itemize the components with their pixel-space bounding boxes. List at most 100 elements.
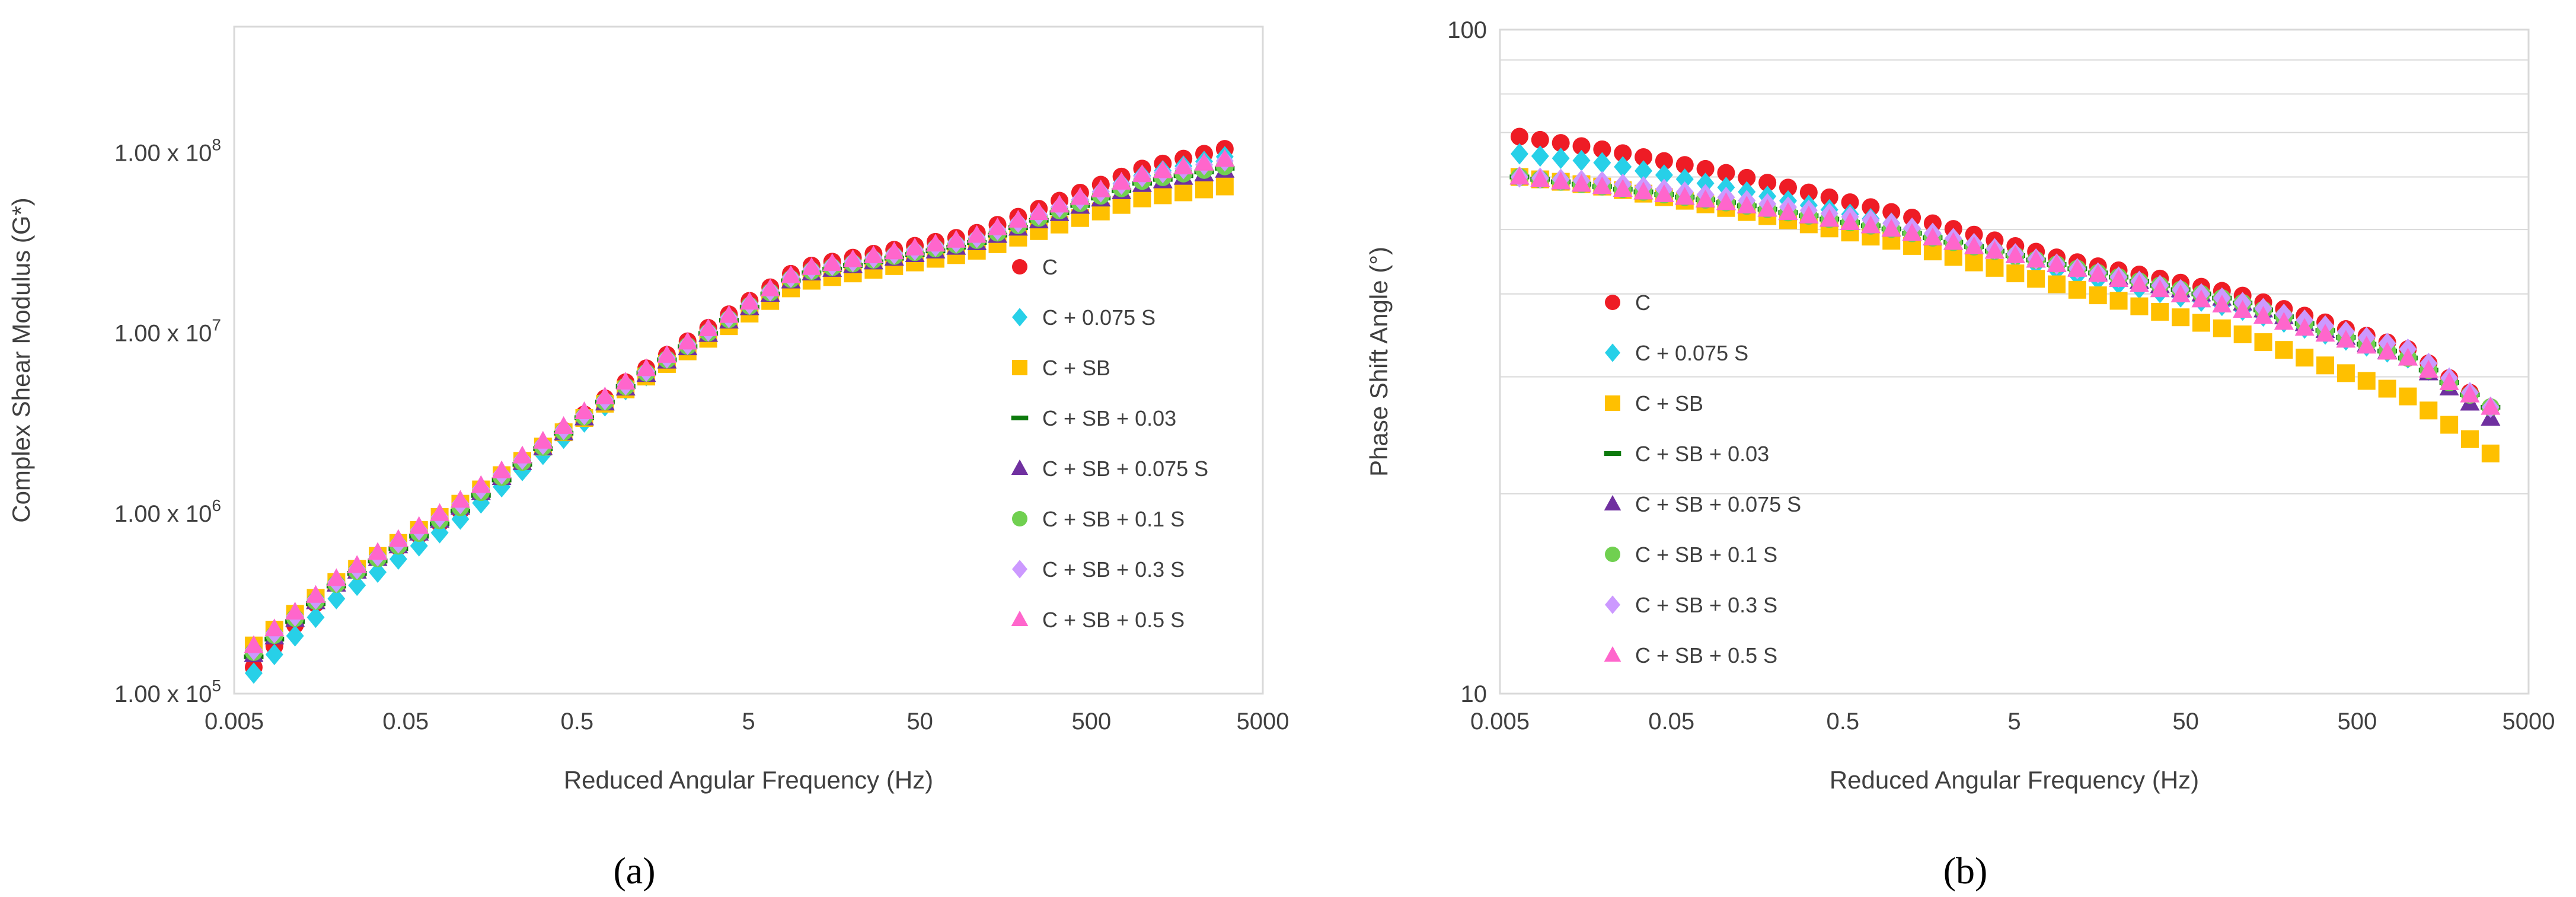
data-point — [1840, 212, 1860, 230]
data-point — [2377, 341, 2398, 360]
chart-panel-2: 0.005 0.05 0.5 5 50 500 5000 10 100 Reduced Angul… — [1365, 17, 2555, 892]
legend-entry: C + SB — [1635, 391, 1703, 416]
data-point — [305, 585, 325, 603]
legend: C C + 0.075 S C + SB C + SB + 0.03 C + SB + … — [1011, 255, 1208, 632]
data-point — [368, 542, 388, 560]
data-point — [1737, 195, 1757, 213]
data-point — [1923, 227, 1943, 245]
data-point — [1964, 236, 1984, 254]
data-point — [1675, 156, 1694, 174]
data-point — [1655, 164, 1673, 186]
data-point — [2378, 379, 2396, 398]
data-point — [2130, 297, 2149, 315]
y-axis-title: Phase Shift Angle (°) — [1365, 247, 1393, 477]
x-tick-label: 500 — [1071, 708, 1111, 735]
x-axis-ticks: 0.005 0.05 0.5 5 50 500 5000 — [205, 708, 1289, 735]
data-point — [2336, 364, 2355, 382]
data-point — [1572, 137, 1591, 155]
data-point — [2357, 336, 2377, 354]
data-point — [2398, 347, 2418, 366]
data-point — [307, 606, 325, 628]
data-point — [1552, 148, 1570, 170]
legend-entry: C — [1635, 291, 1651, 315]
data-point — [1779, 178, 1797, 197]
legend-entry: C + SB + 0.3 S — [1635, 593, 1777, 617]
panel-label: (a) — [613, 850, 655, 892]
data-point — [1510, 143, 1528, 165]
data-point — [2439, 372, 2459, 390]
legend: C C + 0.075 S C + SB C + SB + 0.03 C + SB + … — [1604, 291, 1801, 668]
data-point — [1614, 156, 1632, 178]
legend-entry: C + SB + 0.3 S — [1042, 557, 1185, 582]
data-point — [2419, 401, 2438, 420]
x-tick-label: 0.5 — [561, 708, 594, 735]
data-point — [450, 490, 470, 508]
data-point — [946, 229, 966, 248]
data-point — [2109, 269, 2129, 288]
data-point — [471, 475, 491, 493]
legend-entry: C + SB + 0.03 — [1635, 442, 1769, 466]
legend-entry: C + SB + 0.1 S — [1042, 507, 1185, 531]
y-tick-label: 1.00 x 107 — [114, 316, 221, 347]
data-point — [1799, 183, 1818, 202]
data-point — [1841, 193, 1859, 212]
data-point — [615, 372, 636, 390]
legend-entry: C + SB + 0.075 S — [1635, 492, 1801, 516]
data-point — [967, 225, 987, 243]
legend-entry: C + SB — [1042, 356, 1110, 380]
legend-entry: C — [1042, 255, 1058, 279]
data-point — [1592, 176, 1612, 194]
x-tick-label: 50 — [906, 708, 933, 735]
data-point — [1675, 187, 1695, 205]
data-point — [1757, 199, 1777, 217]
data-point — [2357, 372, 2376, 390]
x-axis-ticks: 0.005 0.05 0.5 5 50 500 5000 — [1470, 708, 2555, 735]
data-point — [1655, 152, 1673, 170]
data-point — [1860, 215, 1881, 234]
data-point — [1153, 160, 1173, 178]
data-point — [2275, 341, 2293, 359]
data-point — [2440, 416, 2459, 434]
data-point — [2316, 356, 2335, 375]
y-axis-ticks: 1.00 x 105 1.00 x 106 1.00 x 107 1.00 x 108 — [114, 136, 221, 707]
series-8 — [244, 149, 1235, 653]
data-point — [244, 635, 264, 653]
data-point — [1799, 205, 1819, 224]
data-point — [2047, 254, 2067, 272]
data-point — [1881, 219, 1901, 237]
data-point — [1215, 149, 1235, 167]
data-point — [2027, 270, 2045, 288]
series-3 — [1510, 168, 2500, 462]
legend-marker — [1604, 495, 1621, 511]
data-point — [719, 305, 739, 323]
data-point — [1716, 192, 1736, 210]
legend-entry: C + SB + 0.5 S — [1042, 608, 1185, 632]
legend-marker — [1011, 459, 1029, 475]
legend-entry: C + SB + 0.075 S — [1042, 457, 1208, 481]
data-point — [802, 257, 822, 275]
legend-entry: C + SB + 0.03 — [1042, 406, 1176, 430]
data-point — [2399, 387, 2417, 406]
y-tick-label: 1.00 x 105 — [114, 676, 221, 707]
data-point — [369, 561, 387, 583]
y-axis-title: Complex Shear Modulus (G*) — [7, 197, 35, 523]
data-point — [2254, 333, 2272, 352]
data-point — [2481, 444, 2500, 462]
data-point — [2481, 397, 2501, 415]
data-point — [884, 241, 904, 260]
legend-marker — [1605, 547, 1620, 562]
data-point — [533, 430, 553, 449]
legend-entry: C + 0.075 S — [1635, 341, 1748, 365]
data-point — [1862, 198, 1880, 216]
data-point — [2253, 306, 2274, 324]
legend-marker — [1604, 646, 1621, 662]
data-point — [2150, 279, 2170, 298]
data-point — [1778, 202, 1798, 221]
data-point — [2296, 349, 2314, 367]
legend-marker — [1012, 560, 1027, 579]
data-point — [678, 331, 698, 350]
data-point — [1675, 168, 1694, 190]
data-point — [348, 574, 366, 596]
